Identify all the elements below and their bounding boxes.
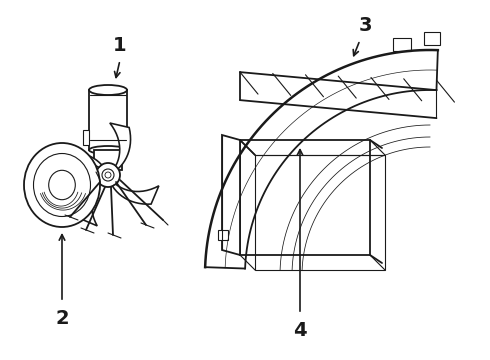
Circle shape bbox=[96, 163, 120, 187]
Polygon shape bbox=[424, 32, 440, 45]
Polygon shape bbox=[113, 184, 159, 204]
Circle shape bbox=[105, 172, 111, 178]
Polygon shape bbox=[56, 152, 101, 173]
Polygon shape bbox=[218, 230, 228, 240]
Polygon shape bbox=[240, 140, 370, 255]
Text: 1: 1 bbox=[113, 36, 127, 54]
Circle shape bbox=[102, 169, 114, 181]
Polygon shape bbox=[110, 123, 130, 168]
Polygon shape bbox=[89, 90, 127, 150]
Polygon shape bbox=[393, 39, 411, 51]
Polygon shape bbox=[79, 180, 99, 226]
Ellipse shape bbox=[24, 143, 100, 227]
Polygon shape bbox=[222, 135, 240, 255]
Ellipse shape bbox=[89, 85, 127, 95]
Text: 4: 4 bbox=[293, 320, 307, 339]
Polygon shape bbox=[94, 150, 122, 170]
Ellipse shape bbox=[89, 146, 127, 154]
Text: 2: 2 bbox=[55, 309, 69, 328]
Polygon shape bbox=[83, 130, 89, 145]
Text: 3: 3 bbox=[358, 15, 372, 35]
